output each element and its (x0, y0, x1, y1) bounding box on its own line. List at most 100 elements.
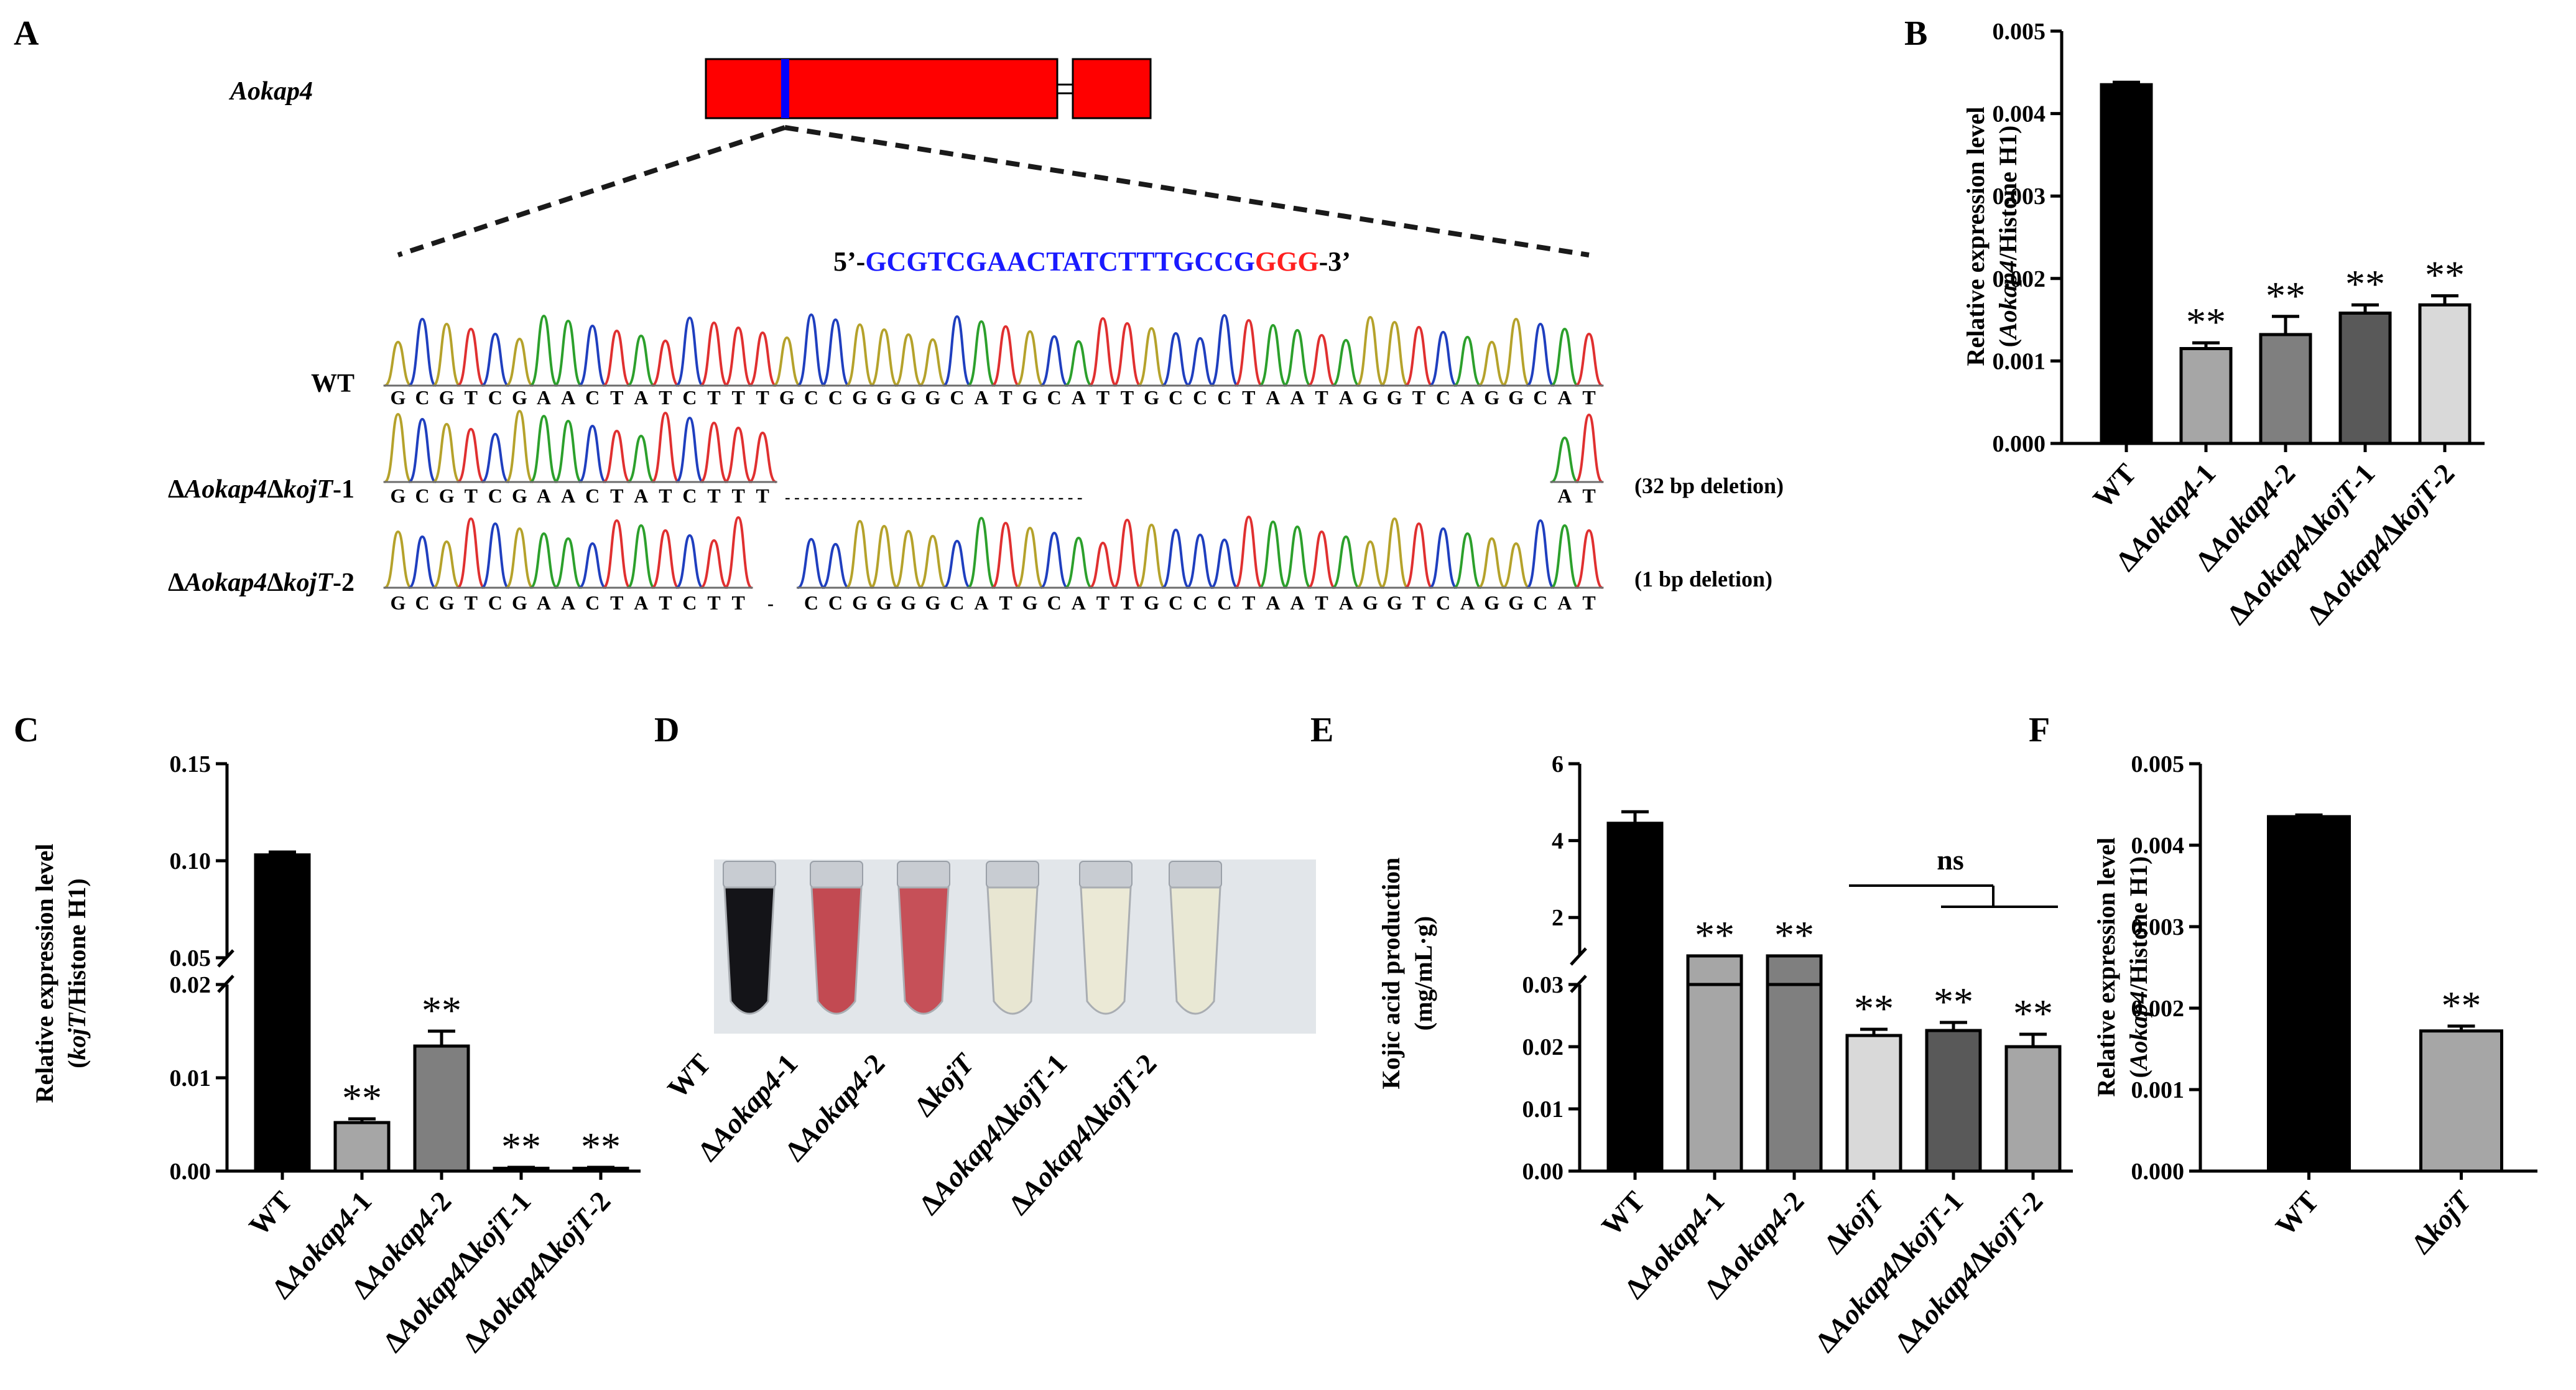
significance-mark: ** (2442, 983, 2481, 1027)
y-tick-upper-label: 0.15 (170, 751, 211, 777)
wt-peak (1137, 327, 1166, 387)
mutant-1-left-peak (384, 412, 412, 483)
mutant-2-right-base: T (1242, 591, 1255, 614)
mutant-2-right-base: C (1193, 591, 1207, 614)
tube-cap (986, 861, 1039, 888)
tube-cap (897, 861, 950, 888)
mutant-2-right-base: C (1217, 591, 1231, 614)
x-tick-label: ΔAokap4ΔkojT-1 (1809, 1185, 1970, 1358)
mutant-1-left-base: G (512, 484, 527, 507)
mutant-2-left-peak (384, 530, 412, 589)
panel-letter-b: B (1904, 14, 1927, 53)
mutant-2-right-peak (845, 519, 874, 589)
tube-cap (1169, 861, 1222, 888)
mutant-2-right-peak (797, 537, 825, 589)
panel-a: Aokap4 5’-GCGTCGAACTATCTTTGCCGGGG-3’ WT … (168, 58, 1784, 614)
tube-3 (897, 886, 950, 1015)
wt-base: T (999, 386, 1012, 409)
x-tick-label: ΔkojT (2406, 1184, 2478, 1260)
label-gene: Aokap4 (467, 1256, 552, 1346)
mutant-1-left-base: T (731, 484, 744, 507)
wt-peak (821, 318, 850, 387)
y-label-part: Relative expression level (1962, 107, 1990, 366)
mutant-2-right-peak (1210, 538, 1239, 589)
x-tick-label: ΔAokap4ΔkojT-2 (2300, 458, 2461, 631)
mutant-2-left-base: T (659, 591, 672, 614)
wt-peak (1356, 315, 1384, 387)
panel-letter-a: A (14, 14, 39, 53)
mutant-2-left-peak (578, 542, 607, 589)
mutant-1-left-base: C (682, 484, 697, 507)
row-label-wt: WT (311, 369, 354, 398)
mutant-2-right-base: C (828, 591, 843, 614)
wt-base: G (852, 386, 868, 409)
wt-peak (1502, 317, 1531, 387)
y-tick-lower-label: 0.01 (170, 1065, 211, 1091)
wt-base: G (779, 386, 795, 409)
y-label-part: ( (1994, 339, 2022, 347)
y-tick-upper-label: 4 (1552, 828, 1564, 855)
mutant-1-left-peak (675, 416, 704, 483)
x-tick-label: ΔAokap4ΔkojT-2 (1889, 1185, 2049, 1358)
mutant-2-left-peak (408, 535, 437, 589)
mutant-2-left-base: T (465, 591, 478, 614)
wt-peak (1186, 336, 1215, 387)
y-tick-label: 0.005 (1993, 19, 2046, 45)
wt-base: G (1363, 386, 1378, 409)
y-tick-lower-label: 0.02 (1522, 1034, 1564, 1060)
x-tick-label: WT (1595, 1185, 1651, 1242)
wt-base: C (1047, 386, 1062, 409)
wt-peak (1283, 328, 1312, 387)
mutant-1-left-base: T (756, 484, 769, 507)
y-tick-label: 0.001 (2131, 1077, 2185, 1103)
wt-peak (1235, 318, 1263, 387)
panel-letter-c: C (14, 711, 39, 749)
mutant-2-left-peak (529, 532, 558, 589)
mutant-2-left-base: G (439, 591, 455, 614)
mutant-2-right-peak (1356, 540, 1384, 589)
wt-base: C (804, 386, 818, 409)
mutant-2-right-base: G (1508, 591, 1524, 614)
significance-mark: ** (422, 988, 461, 1032)
wt-base: T (1412, 386, 1425, 409)
wt-peak (1478, 340, 1506, 387)
wt-base: C (585, 386, 600, 409)
y-label-part: Relative expression level (30, 844, 58, 1103)
y-tick-lower-label: 0.00 (170, 1159, 211, 1185)
wt-peak (603, 329, 631, 387)
y-tick-lower-label: 0.03 (1522, 972, 1564, 998)
wt-peak (967, 320, 996, 387)
wt-base: C (1533, 386, 1547, 409)
y-axis-label: (kojT/Histone H1) (63, 878, 91, 1068)
x-tick-label: ΔkojT (1818, 1184, 1891, 1260)
mutant-2-right-peak (1550, 524, 1579, 589)
wt-base: T (731, 386, 744, 409)
wt-peak (529, 314, 558, 387)
x-tick-label: WT (2087, 458, 2142, 514)
mutant-2-left-base: A (537, 591, 551, 614)
wt-peak (991, 325, 1020, 387)
y-tick-label: 0.003 (1993, 183, 2046, 210)
wt-base: T (1315, 386, 1328, 409)
wt-base: C (828, 386, 843, 409)
wt-peak (1550, 327, 1579, 387)
wt-peak (627, 334, 656, 387)
y-label-part: /Histone H1) (63, 878, 91, 1014)
bar-5 (1925, 1029, 1982, 1173)
y-label-part: Kojic acid production (1377, 858, 1405, 1090)
deletion-note-1: (32 bp deletion) (1634, 473, 1784, 498)
mutant-2-gap: - (767, 593, 774, 614)
y-tick-lower-label: 0.01 (1522, 1096, 1564, 1123)
mutant-2-left-peak (432, 540, 461, 589)
mutant-2-left-base: G (512, 591, 527, 614)
mutant-1-left-peak (408, 417, 437, 483)
wt-peak (1404, 325, 1433, 387)
tube-cap (810, 861, 863, 888)
wt-base: A (1339, 386, 1353, 409)
y-axis-label: (Aokap4/Histone H1) (1994, 126, 2022, 348)
mutant-2-right-peak (1478, 537, 1506, 589)
tube-labels: WTΔAokap4-1ΔAokap4-2ΔkojTΔAokap4ΔkojT-1Δ… (661, 1047, 1162, 1221)
y-tick-upper-label: 0.10 (170, 848, 211, 874)
x-tick-label: WT (2269, 1185, 2325, 1242)
